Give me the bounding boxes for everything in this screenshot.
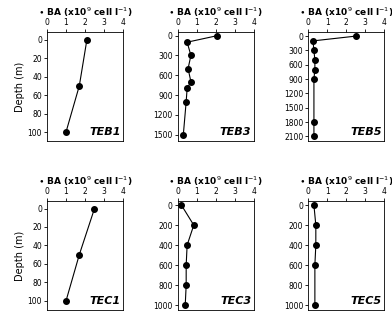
Y-axis label: Depth (m): Depth (m) bbox=[15, 231, 25, 281]
X-axis label: $\bullet$ BA (x10$^9$ cell l$^{-1}$): $\bullet$ BA (x10$^9$ cell l$^{-1}$) bbox=[38, 5, 132, 19]
Y-axis label: Depth (m): Depth (m) bbox=[15, 62, 25, 112]
X-axis label: $\bullet$ BA (x10$^9$ cell l$^{-1}$): $\bullet$ BA (x10$^9$ cell l$^{-1}$) bbox=[299, 174, 392, 188]
X-axis label: $\bullet$ BA (x10$^9$ cell l$^{-1}$): $\bullet$ BA (x10$^9$ cell l$^{-1}$) bbox=[168, 5, 263, 19]
X-axis label: $\bullet$ BA (x10$^9$ cell l$^{-1}$): $\bullet$ BA (x10$^9$ cell l$^{-1}$) bbox=[168, 174, 263, 188]
X-axis label: $\bullet$ BA (x10$^9$ cell l$^{-1}$): $\bullet$ BA (x10$^9$ cell l$^{-1}$) bbox=[38, 174, 132, 188]
X-axis label: $\bullet$ BA (x10$^9$ cell l$^{-1}$): $\bullet$ BA (x10$^9$ cell l$^{-1}$) bbox=[299, 5, 392, 19]
Text: TEB5: TEB5 bbox=[350, 127, 382, 137]
Text: TEC1: TEC1 bbox=[89, 296, 121, 306]
Text: TEB3: TEB3 bbox=[220, 127, 251, 137]
Text: TEB1: TEB1 bbox=[89, 127, 121, 137]
Text: TEC5: TEC5 bbox=[351, 296, 382, 306]
Text: TEC3: TEC3 bbox=[220, 296, 251, 306]
